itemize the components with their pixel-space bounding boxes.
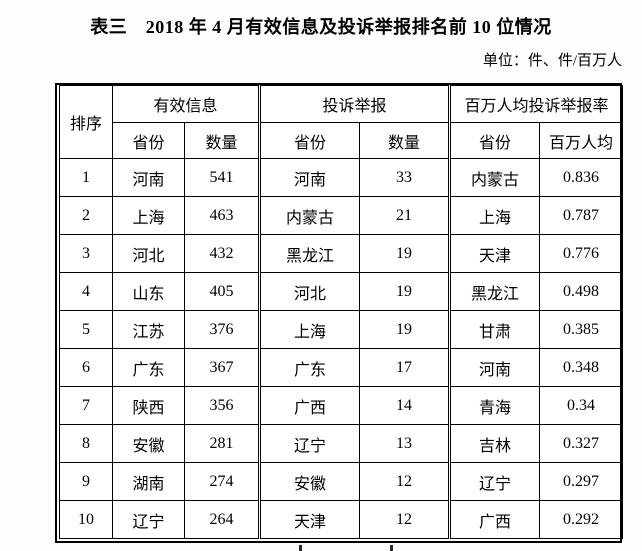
complaint-count-cell: 14 — [359, 386, 451, 425]
table-row: 4 山东 405 河北 19 黑龙江 0.498 — [59, 272, 624, 311]
complaint-count-cell: 19 — [359, 310, 451, 349]
header-sub-row: 省份 数量 省份 数量 省份 百万人均 — [60, 122, 624, 159]
table-title: 表三 2018 年 4 月有效信息及投诉举报排名前 10 位情况 — [90, 17, 552, 37]
rate-province-cell: 河南 — [448, 348, 541, 387]
complaint-province-cell: 上海 — [258, 310, 361, 349]
valid-info-province-cell: 江苏 — [112, 310, 185, 349]
rate-province-cell: 内蒙古 — [448, 158, 541, 197]
rate-value-cell: 0.348 — [539, 348, 624, 387]
rate-value-cell: 0.292 — [539, 500, 624, 539]
complaint-count-cell: 19 — [359, 272, 451, 311]
valid-info-count-cell: 376 — [183, 310, 261, 349]
header-group-row: 排序 有效信息 投诉举报 百万人均投诉举报率 — [59, 85, 624, 159]
complaint-province-cell: 河南 — [258, 158, 361, 197]
valid-info-count-cell: 281 — [183, 424, 261, 463]
rate-value-cell: 0.327 — [539, 424, 624, 463]
rate-province-cell: 黑龙江 — [448, 272, 541, 311]
complaint-province-cell: 广西 — [258, 386, 361, 425]
valid-info-province-cell: 辽宁 — [112, 500, 185, 539]
rate-value-cell: 0.498 — [539, 272, 624, 311]
complaint-count-cell: 12 — [359, 500, 451, 539]
valid-info-count-cell: 367 — [183, 348, 261, 387]
valid-info-province-cell: 安徽 — [112, 424, 185, 463]
complaint-province-cell: 天津 — [258, 500, 361, 539]
rate-province-cell: 天津 — [448, 234, 541, 273]
rank-cell: 8 — [59, 424, 113, 463]
valid-info-province-cell: 湖南 — [112, 462, 185, 501]
valid-info-count-cell: 274 — [183, 462, 261, 501]
rate-value-cell: 0.776 — [539, 234, 624, 273]
rate-province-cell: 辽宁 — [448, 462, 541, 501]
ranking-table-frame: 排序 有效信息 投诉举报 百万人均投诉举报率 省份 数量 省份 数量 省份 百万… — [55, 83, 624, 543]
rank-cell: 5 — [59, 310, 113, 349]
table-row: 9 湖南 274 安徽 12 辽宁 0.297 — [59, 462, 624, 501]
complaint-province-cell: 河北 — [258, 272, 361, 311]
valid-info-province-cell: 河北 — [112, 234, 185, 273]
table-row: 1 河南 541 河南 33 内蒙古 0.836 — [59, 158, 624, 197]
header-valid-info-count: 数量 — [183, 122, 261, 159]
header-rate-province: 省份 — [448, 122, 541, 159]
complaint-province-cell: 黑龙江 — [258, 234, 361, 273]
unit-note: 单位：件、件/百万人 — [482, 53, 622, 69]
complaint-province-cell: 内蒙古 — [258, 196, 361, 235]
rank-cell: 10 — [59, 500, 113, 539]
table-row: 5 江苏 376 上海 19 甘肃 0.385 — [59, 310, 624, 349]
valid-info-province-cell: 山东 — [112, 272, 185, 311]
rate-province-cell: 青海 — [448, 386, 541, 425]
rate-province-cell: 广西 — [448, 500, 541, 539]
table-row: 8 安徽 281 辽宁 13 吉林 0.327 — [59, 424, 624, 463]
rank-cell: 2 — [59, 196, 113, 235]
cutoff-text-fragment — [390, 545, 393, 551]
valid-info-count-cell: 356 — [183, 386, 261, 425]
complaint-count-cell: 21 — [359, 196, 451, 235]
complaint-province-cell: 安徽 — [258, 462, 361, 501]
complaint-province-cell: 广东 — [258, 348, 361, 387]
table-row: 10 辽宁 264 天津 12 广西 0.292 — [59, 500, 624, 539]
rate-value-cell: 0.385 — [539, 310, 624, 349]
valid-info-province-cell: 广东 — [112, 348, 185, 387]
rank-cell: 6 — [59, 348, 113, 387]
valid-info-count-cell: 463 — [183, 196, 261, 235]
table-row: 3 河北 432 黑龙江 19 天津 0.776 — [59, 234, 624, 273]
header-group-rate: 百万人均投诉举报率 — [448, 85, 624, 123]
valid-info-province-cell: 河南 — [112, 158, 185, 197]
table-row: 7 陕西 356 广西 14 青海 0.34 — [59, 386, 624, 425]
ranking-table: 排序 有效信息 投诉举报 百万人均投诉举报率 省份 数量 省份 数量 省份 百万… — [59, 85, 624, 539]
valid-info-count-cell: 264 — [183, 500, 261, 539]
rank-cell: 7 — [59, 386, 113, 425]
valid-info-count-cell: 541 — [183, 158, 261, 197]
header-rank: 排序 — [59, 85, 113, 159]
complaint-count-cell: 13 — [359, 424, 451, 463]
table-row: 6 广东 367 广东 17 河南 0.348 — [59, 348, 624, 387]
rank-cell: 1 — [59, 158, 113, 197]
valid-info-province-cell: 上海 — [112, 196, 185, 235]
rate-value-cell: 0.297 — [539, 462, 624, 501]
complaint-count-cell: 17 — [359, 348, 451, 387]
rank-cell: 3 — [59, 234, 113, 273]
rate-value-cell: 0.836 — [539, 158, 624, 197]
rate-province-cell: 上海 — [448, 196, 541, 235]
rank-cell: 4 — [59, 272, 113, 311]
header-valid-info-province: 省份 — [112, 122, 185, 159]
header-complaint-province: 省份 — [258, 122, 361, 159]
header-rate-value: 百万人均 — [539, 122, 624, 159]
valid-info-province-cell: 陕西 — [112, 386, 185, 425]
header-group-valid-info: 有效信息 — [111, 85, 261, 123]
complaint-count-cell: 33 — [359, 158, 451, 197]
table-row: 2 上海 463 内蒙古 21 上海 0.787 — [59, 196, 624, 235]
header-group-complaints: 投诉举报 — [258, 85, 451, 123]
complaint-count-cell: 12 — [359, 462, 451, 501]
rate-province-cell: 甘肃 — [448, 310, 541, 349]
rate-value-cell: 0.34 — [539, 386, 624, 425]
rate-province-cell: 吉林 — [448, 424, 541, 463]
cutoff-text-fragment — [299, 545, 302, 551]
complaint-province-cell: 辽宁 — [258, 424, 361, 463]
rank-cell: 9 — [59, 462, 113, 501]
valid-info-count-cell: 432 — [183, 234, 261, 273]
rate-value-cell: 0.787 — [539, 196, 624, 235]
complaint-count-cell: 19 — [359, 234, 451, 273]
header-complaint-count: 数量 — [359, 122, 451, 159]
valid-info-count-cell: 405 — [183, 272, 261, 311]
